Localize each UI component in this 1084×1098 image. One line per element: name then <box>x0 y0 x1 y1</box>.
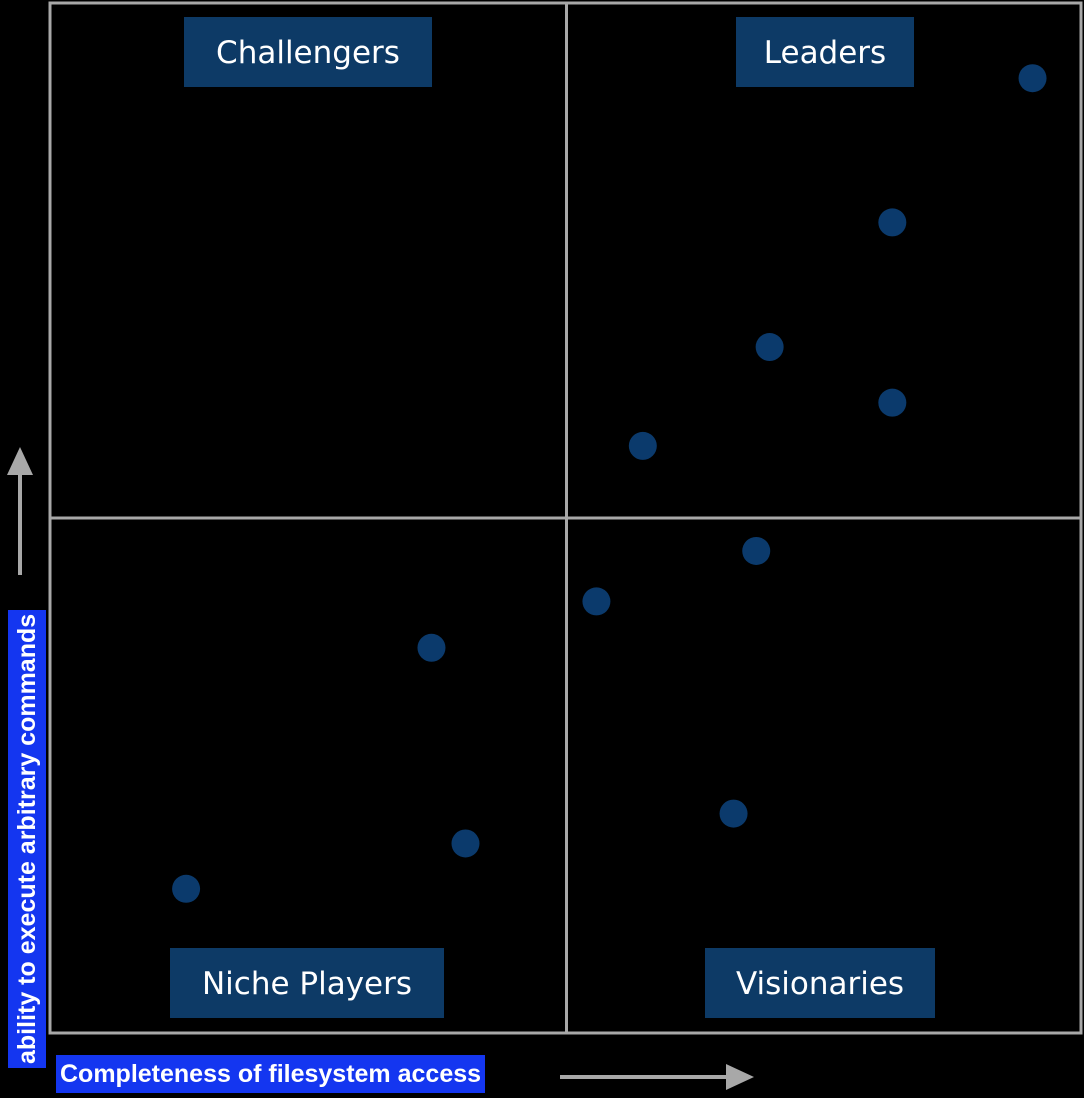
data-point <box>172 874 201 903</box>
quadrant-frame <box>48 1 1083 1035</box>
quadrant-label-box <box>705 948 935 1018</box>
quadrant-label-text: Visionaries <box>736 966 904 1002</box>
quadrant-label-box <box>184 17 432 87</box>
data-point <box>742 536 771 565</box>
quadrant-label-text: Leaders <box>764 35 886 71</box>
y-axis-arrow-head <box>7 447 33 475</box>
quadrant-label-text: Niche Players <box>202 966 412 1002</box>
data-point <box>582 587 611 616</box>
quadrant-labels: Challengers Leaders Niche Players Visionari… <box>170 17 935 1018</box>
data-point <box>878 388 907 417</box>
data-point <box>878 208 907 237</box>
data-point <box>628 431 657 460</box>
quadrant-label-box <box>736 17 914 87</box>
quadrant-label-bottom-right: Visionaries <box>705 948 935 1018</box>
quadrant-label-top-right: Leaders <box>736 17 914 87</box>
data-point <box>417 633 446 662</box>
data-point <box>755 333 784 362</box>
x-axis-arrow-head <box>726 1064 754 1090</box>
y-axis-label: ability to execute arbitrary commands <box>8 609 46 1068</box>
data-point <box>1018 64 1047 93</box>
data-point <box>719 799 748 828</box>
data-points <box>172 64 1047 903</box>
data-point <box>451 829 480 858</box>
quadrant-label-top-left: Challengers <box>184 17 432 87</box>
axis-arrows <box>7 447 754 1090</box>
quadrant-label-text: Challengers <box>216 35 400 71</box>
x-axis-label: Completeness of filesystem access <box>56 1055 486 1093</box>
quadrant-label-bottom-left: Niche Players <box>170 948 444 1018</box>
quadrant-label-box <box>170 948 444 1018</box>
